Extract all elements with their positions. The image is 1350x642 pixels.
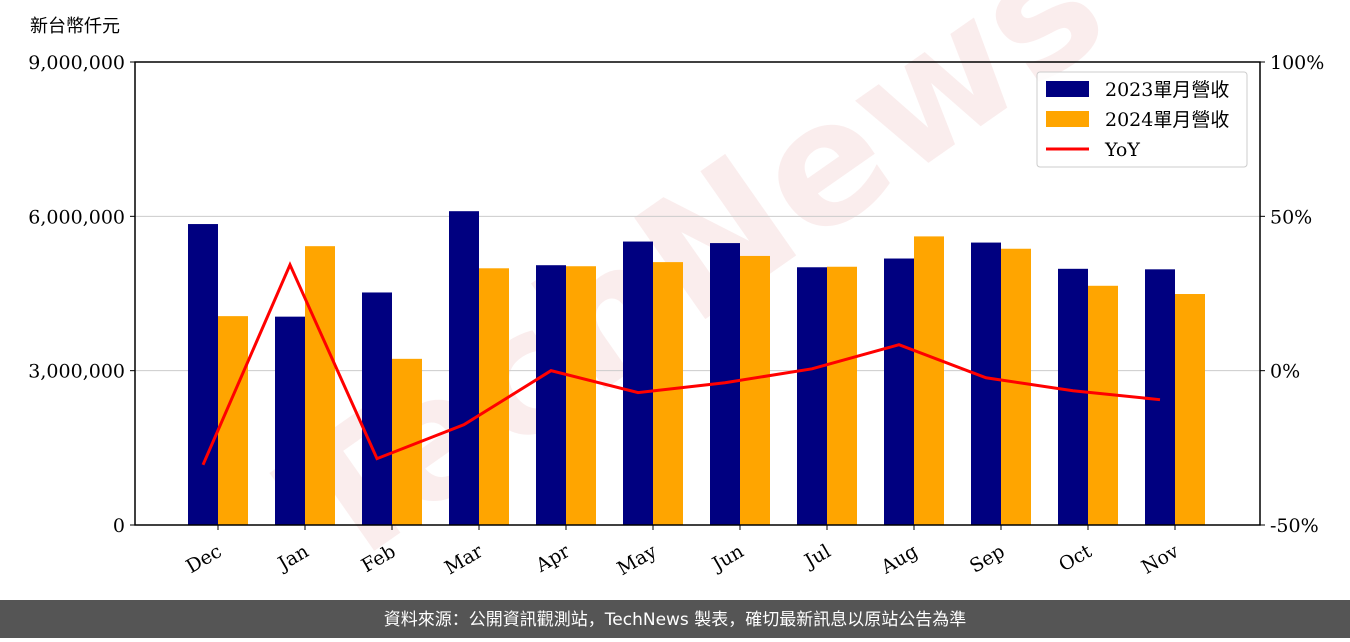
bar <box>740 255 770 525</box>
x-tick-label: Jul <box>799 540 834 573</box>
legend-box <box>1036 71 1248 168</box>
bar <box>914 236 944 525</box>
y2-tick-label: 100% <box>1270 52 1324 74</box>
x-tick-label: Nov <box>1138 540 1183 579</box>
legend-label: 2024單月營收 <box>1105 109 1229 131</box>
bar <box>275 316 305 525</box>
bar <box>536 265 566 525</box>
bar <box>1001 248 1031 525</box>
x-tick-label: Jun <box>707 540 748 576</box>
bar <box>1175 294 1205 525</box>
bar <box>797 267 827 525</box>
source-note: 資料來源：公開資訊觀測站，TechNews 製表，確切最新訊息以原站公告為準 <box>384 610 966 630</box>
bar <box>566 266 596 525</box>
x-tick-label: Sep <box>966 540 1009 577</box>
footer-bar <box>0 600 1350 638</box>
y-tick-label: 9,000,000 <box>28 52 125 74</box>
y-tick-label: 0 <box>113 515 125 537</box>
y2-tick-label: 50% <box>1270 206 1312 228</box>
bar <box>827 266 857 525</box>
legend-label: YoY <box>1104 139 1140 161</box>
bar <box>449 211 479 525</box>
bar <box>362 292 392 525</box>
bar <box>188 224 218 526</box>
x-tick-label: Aug <box>877 540 922 579</box>
line <box>201 261 1161 466</box>
y-tick-label: 3,000,000 <box>28 361 125 383</box>
y-tick-label: 6,000,000 <box>28 206 125 228</box>
y2-tick-label: -50% <box>1270 515 1319 537</box>
plot-frame <box>134 61 1261 526</box>
bar <box>1058 268 1088 525</box>
x-tick-label: Oct <box>1055 540 1096 576</box>
bar <box>1088 285 1118 525</box>
y2-tick-label: 0% <box>1270 361 1300 383</box>
bar <box>479 268 509 525</box>
bar <box>623 241 653 525</box>
bar <box>884 258 914 525</box>
x-tick-label: Apr <box>531 540 574 577</box>
legend-swatch <box>1046 81 1089 97</box>
bar <box>653 262 683 525</box>
x-tick-label: Dec <box>182 540 225 578</box>
legend-label: 2023單月營收 <box>1105 79 1229 101</box>
y-axis-label: 新台幣仟元 <box>30 16 120 37</box>
x-tick-label: Jan <box>273 540 313 576</box>
legend-swatch <box>1046 111 1089 127</box>
x-tick-label: May <box>614 540 661 580</box>
bar <box>305 246 335 525</box>
bar <box>971 242 1001 525</box>
